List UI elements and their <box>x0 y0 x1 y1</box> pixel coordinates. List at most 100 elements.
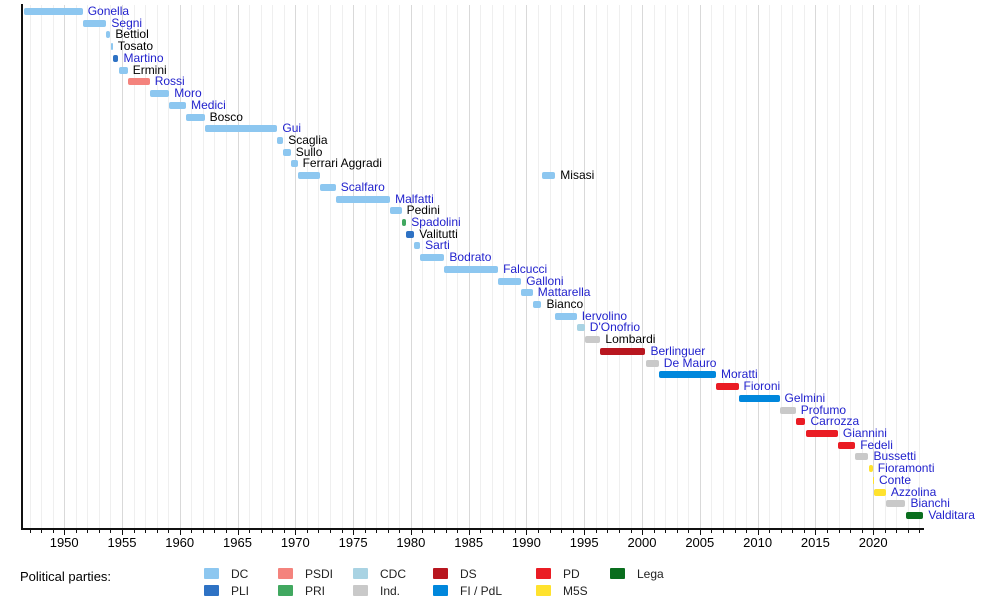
legend-swatch-dc <box>204 568 219 579</box>
minister-label[interactable]: Valditara <box>928 508 975 522</box>
minister-label[interactable]: Martino <box>123 50 164 65</box>
legend-swatch-m5s <box>536 585 551 596</box>
term-bar <box>576 324 585 332</box>
gridline <box>98 5 100 528</box>
x-axis-tick-label: 2005 <box>685 535 715 550</box>
legend-label: DC <box>231 567 249 581</box>
minister-label[interactable]: Medici <box>191 97 226 112</box>
minister-label[interactable]: Malfatti <box>395 191 434 206</box>
minister-label[interactable]: Scalfaro <box>340 179 385 194</box>
legend-label: PLI <box>231 584 250 598</box>
minister-label[interactable]: Gui <box>282 121 302 136</box>
minister-label[interactable]: Falcucci <box>503 261 548 276</box>
gridline <box>803 5 805 528</box>
term-bar <box>406 230 415 238</box>
gridline <box>145 5 147 528</box>
minister-label: Pedini <box>406 203 440 218</box>
x-axis-tick <box>792 530 794 533</box>
minister-label[interactable]: Giannini <box>842 425 887 440</box>
term-bar <box>204 125 278 133</box>
x-axis-tick <box>653 530 655 533</box>
minister-label[interactable]: Galloni <box>526 273 564 288</box>
gridline <box>341 5 343 528</box>
gridline <box>873 5 875 528</box>
minister-label[interactable]: Iervolino <box>581 308 628 323</box>
minister-label: Bianco <box>546 297 584 311</box>
minister-label[interactable]: Berlinguer <box>650 343 706 358</box>
minister-label: Misasi <box>560 168 595 183</box>
minister-label[interactable]: Carrozza <box>810 414 860 429</box>
minister-label: Scaglia <box>288 132 328 147</box>
x-axis-tick <box>434 530 435 533</box>
gridline <box>642 5 643 528</box>
minister-label[interactable]: De Mauro <box>663 355 717 370</box>
minister-label: Ermini <box>132 62 167 77</box>
minister-label[interactable]: Spadolini <box>411 215 461 229</box>
minister-label[interactable]: Bianchi <box>910 496 950 511</box>
minister-label[interactable]: Profumo <box>800 402 847 417</box>
x-axis-tick-label: 1960 <box>165 535 195 550</box>
legend-swatch-lega <box>610 568 625 579</box>
x-axis-tick <box>526 530 528 535</box>
term-bar <box>112 54 119 62</box>
minister-label[interactable]: Fioramonti <box>877 461 935 476</box>
minister-label[interactable]: Moratti <box>721 367 758 382</box>
minister-label: Sullo <box>295 144 323 159</box>
legend-label: PSDI <box>305 567 334 581</box>
x-axis-tick <box>306 530 308 533</box>
term-bar <box>738 394 780 402</box>
minister-label[interactable]: Gelmini <box>784 390 826 405</box>
minister-label[interactable]: D'Onofrio <box>589 320 641 335</box>
term-bar <box>855 453 869 461</box>
gridline <box>410 5 412 528</box>
x-axis-tick <box>29 530 31 533</box>
minister-label[interactable]: Fedeli <box>860 437 893 452</box>
x-axis-tick <box>746 530 747 533</box>
minister-label[interactable]: Azzolina <box>890 484 937 499</box>
term-bar <box>868 465 873 473</box>
minister-label[interactable]: Sarti <box>425 238 450 253</box>
minister-label[interactable]: Rossi <box>154 74 185 89</box>
x-axis-tick-label: 1995 <box>569 535 599 550</box>
x-axis-tick <box>410 530 412 535</box>
gridline <box>769 5 771 528</box>
x-axis-line <box>21 528 924 530</box>
legend-label: FI / PdL <box>460 584 503 598</box>
x-axis-tick <box>249 530 251 533</box>
gridline <box>861 5 863 528</box>
minister-label[interactable]: Segni <box>111 15 143 30</box>
x-axis-tick <box>607 530 609 533</box>
gridline <box>722 5 724 528</box>
minister-label[interactable]: Conte <box>879 472 912 487</box>
term-bar <box>795 418 806 426</box>
minister-label[interactable]: Mattarella <box>537 285 591 300</box>
legend-label: CDC <box>380 567 406 581</box>
legend-swatch-pri <box>278 585 293 596</box>
minister-label[interactable]: Bodrato <box>449 250 492 265</box>
x-axis-tick-label: 1965 <box>223 535 252 550</box>
term-bar <box>335 195 391 203</box>
legend-label: M5S <box>563 584 588 598</box>
gridline <box>110 5 112 528</box>
minister-label[interactable]: Bussetti <box>873 449 917 464</box>
gridline <box>179 5 181 528</box>
x-axis-tick <box>110 530 112 533</box>
x-axis-tick <box>722 530 724 533</box>
term-bar <box>319 183 336 191</box>
gridline <box>699 5 701 528</box>
gridline <box>318 5 320 528</box>
minister-label[interactable]: Fioroni <box>743 379 781 393</box>
minister-label[interactable]: Gonella <box>87 4 130 18</box>
minister-label: Valitutti <box>419 226 458 241</box>
legend-title: Political parties: <box>20 569 112 584</box>
gridline <box>607 5 609 528</box>
term-bar <box>82 19 107 27</box>
x-axis-tick-label: 2020 <box>858 535 888 550</box>
x-axis-tick-label: 1950 <box>49 535 79 550</box>
term-bar <box>420 254 445 262</box>
x-axis-tick <box>260 530 262 533</box>
x-axis-tick <box>491 530 493 533</box>
x-axis-tick <box>353 530 355 535</box>
minister-label[interactable]: Moro <box>174 86 202 100</box>
term-bar <box>290 160 298 168</box>
